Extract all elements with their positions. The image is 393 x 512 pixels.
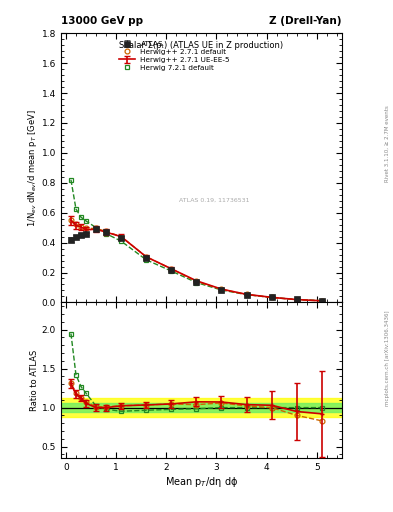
Bar xyxy=(61,398,342,417)
Herwig 7.2.1 default xyxy=(269,294,274,301)
Herwig 7.2.1 default xyxy=(144,257,149,263)
Herwig++ 2.7.1 default xyxy=(84,225,88,231)
Text: Z (Drell-Yan): Z (Drell-Yan) xyxy=(270,15,342,26)
Legend: ATLAS, Herwig++ 2.7.1 default, Herwig++ 2.7.1 UE-EE-5, Herwig 7.2.1 default: ATLAS, Herwig++ 2.7.1 default, Herwig++ … xyxy=(118,39,231,72)
Herwig++ 2.7.1 default xyxy=(69,217,73,223)
Herwig 7.2.1 default xyxy=(73,206,78,212)
Text: ATLAS 0.19, 11736531: ATLAS 0.19, 11736531 xyxy=(179,198,250,203)
Text: Rivet 3.1.10, ≥ 2.7M events: Rivet 3.1.10, ≥ 2.7M events xyxy=(385,105,390,182)
Herwig++ 2.7.1 default xyxy=(169,266,174,272)
Line: Herwig 7.2.1 default: Herwig 7.2.1 default xyxy=(68,177,324,303)
Herwig 7.2.1 default xyxy=(94,225,98,231)
Text: 13000 GeV pp: 13000 GeV pp xyxy=(61,15,143,26)
Herwig++ 2.7.1 default xyxy=(219,286,224,292)
Herwig++ 2.7.1 default xyxy=(73,221,78,227)
Herwig++ 2.7.1 default xyxy=(194,279,199,285)
Herwig++ 2.7.1 default xyxy=(320,298,324,304)
Bar xyxy=(61,403,342,412)
Herwig 7.2.1 default xyxy=(104,230,108,237)
Herwig 7.2.1 default xyxy=(79,214,83,220)
Herwig 7.2.1 default xyxy=(119,238,123,244)
Herwig++ 2.7.1 default xyxy=(79,224,83,230)
Herwig 7.2.1 default xyxy=(294,296,299,303)
Herwig++ 2.7.1 default xyxy=(294,296,299,303)
X-axis label: Mean p$_T$/dη dϕ: Mean p$_T$/dη dϕ xyxy=(165,475,238,489)
Herwig 7.2.1 default xyxy=(244,291,249,297)
Herwig++ 2.7.1 default xyxy=(269,294,274,301)
Herwig 7.2.1 default xyxy=(219,287,224,293)
Herwig++ 2.7.1 default xyxy=(144,254,149,260)
Herwig 7.2.1 default xyxy=(69,177,73,183)
Herwig++ 2.7.1 default xyxy=(104,228,108,234)
Herwig++ 2.7.1 default xyxy=(119,233,123,240)
Herwig 7.2.1 default xyxy=(320,297,324,304)
Herwig 7.2.1 default xyxy=(169,268,174,274)
Herwig 7.2.1 default xyxy=(194,280,199,286)
Y-axis label: Ratio to ATLAS: Ratio to ATLAS xyxy=(30,350,39,411)
Herwig++ 2.7.1 default xyxy=(94,225,98,231)
Herwig 7.2.1 default xyxy=(84,218,88,224)
Y-axis label: 1/N$_{ev}$ dN$_{ev}$/d mean p$_T$ [GeV]: 1/N$_{ev}$ dN$_{ev}$/d mean p$_T$ [GeV] xyxy=(26,109,39,227)
Line: Herwig++ 2.7.1 default: Herwig++ 2.7.1 default xyxy=(68,218,324,303)
Herwig++ 2.7.1 default xyxy=(244,291,249,297)
Text: mcplots.cern.ch [arXiv:1306.3436]: mcplots.cern.ch [arXiv:1306.3436] xyxy=(385,311,390,406)
Text: Scalar Σ(pₜ) (ATLAS UE in Z production): Scalar Σ(pₜ) (ATLAS UE in Z production) xyxy=(119,41,283,50)
